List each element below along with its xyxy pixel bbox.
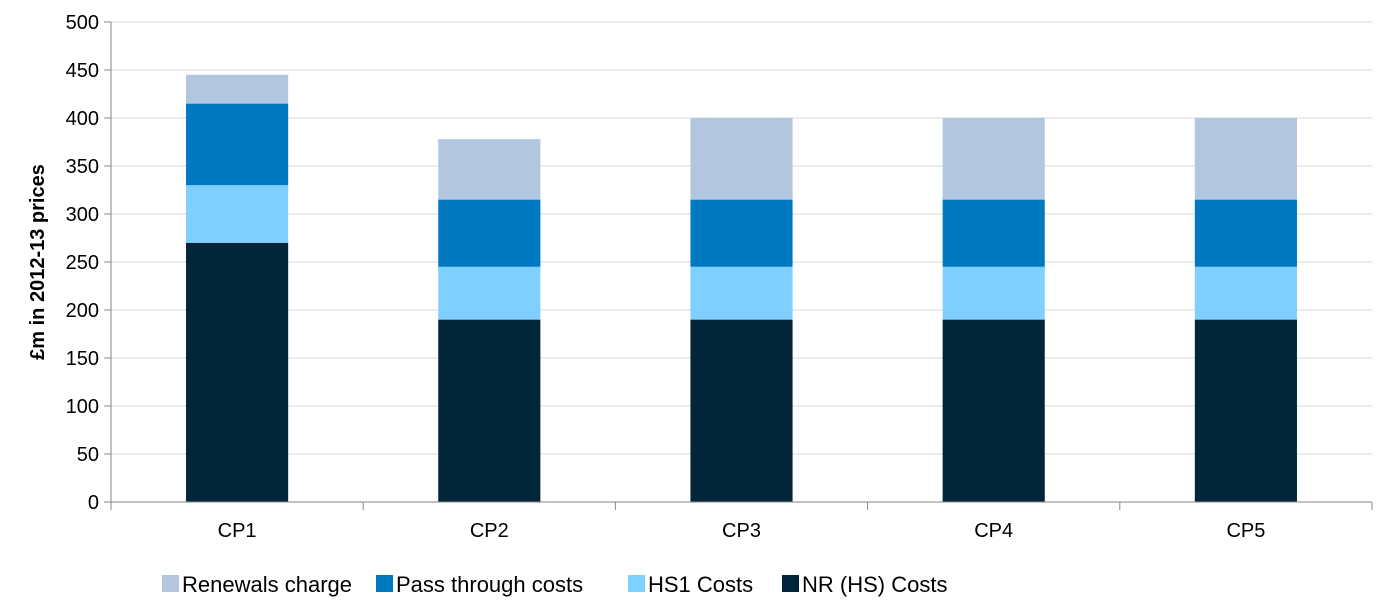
y-tick-label: 100 <box>66 396 99 418</box>
y-tick-label: 400 <box>66 108 99 130</box>
bar-nr-hs-costs-cp4 <box>942 319 1045 502</box>
y-tick-labels: 0 50 100 150 200 250 300 350 400 450 500 <box>66 12 99 514</box>
bar-renewals-charge-cp5 <box>1194 118 1297 200</box>
bar-hs1-costs-cp2 <box>438 266 541 320</box>
y-axis-title: £m in 2012-13 prices <box>27 164 49 360</box>
x-tick-label: CP5 <box>1226 520 1265 542</box>
legend-label: HS1 Costs <box>648 572 753 597</box>
legend: Renewals charge Pass through costs HS1 Cos… <box>162 572 947 597</box>
bar-hs1-costs-cp5 <box>1194 266 1297 320</box>
bar-renewals-charge-cp3 <box>690 118 793 200</box>
axes <box>104 21 1373 510</box>
bar-nr-hs-costs-cp1 <box>186 242 289 503</box>
y-tick-label: 200 <box>66 300 99 322</box>
y-tick-label: 300 <box>66 204 99 226</box>
bar-pass-through-costs-cp5 <box>1194 199 1297 267</box>
bar-nr-hs-costs-cp2 <box>438 319 541 502</box>
y-tick-label: 450 <box>66 60 99 82</box>
y-tick-label: 250 <box>66 252 99 274</box>
bar-renewals-charge-cp1 <box>186 74 289 104</box>
legend-label: NR (HS) Costs <box>802 572 947 597</box>
bar-pass-through-costs-cp4 <box>942 199 1045 267</box>
bar-pass-through-costs-cp1 <box>186 103 289 186</box>
x-tick-label: CP2 <box>470 520 509 542</box>
bar-hs1-costs-cp3 <box>690 266 793 320</box>
y-tick-label: 0 <box>88 492 99 514</box>
x-tick-labels: CP1 CP2 CP3 CP4 CP5 <box>218 520 1266 542</box>
x-tick-label: CP3 <box>722 520 761 542</box>
legend-label: Renewals charge <box>182 572 352 597</box>
bar-hs1-costs-cp4 <box>942 266 1045 320</box>
bar-nr-hs-costs-cp5 <box>1194 319 1297 502</box>
y-tick-label: 350 <box>66 156 99 178</box>
bar-pass-through-costs-cp2 <box>438 199 541 267</box>
bar-renewals-charge-cp4 <box>942 118 1045 200</box>
bar-nr-hs-costs-cp3 <box>690 319 793 502</box>
y-tick-label: 500 <box>66 12 99 34</box>
y-tick-label: 150 <box>66 348 99 370</box>
legend-swatch <box>376 575 393 592</box>
legend-label: Pass through costs <box>396 572 583 597</box>
bars <box>186 74 1297 503</box>
bar-renewals-charge-cp2 <box>438 139 541 200</box>
legend-swatch <box>782 575 799 592</box>
bar-hs1-costs-cp1 <box>186 185 289 243</box>
x-tick-label: CP1 <box>218 520 257 542</box>
legend-swatch <box>628 575 645 592</box>
bar-pass-through-costs-cp3 <box>690 199 793 267</box>
y-tick-label: 50 <box>77 444 99 466</box>
legend-swatch <box>162 575 179 592</box>
x-tick-label: CP4 <box>974 520 1013 542</box>
